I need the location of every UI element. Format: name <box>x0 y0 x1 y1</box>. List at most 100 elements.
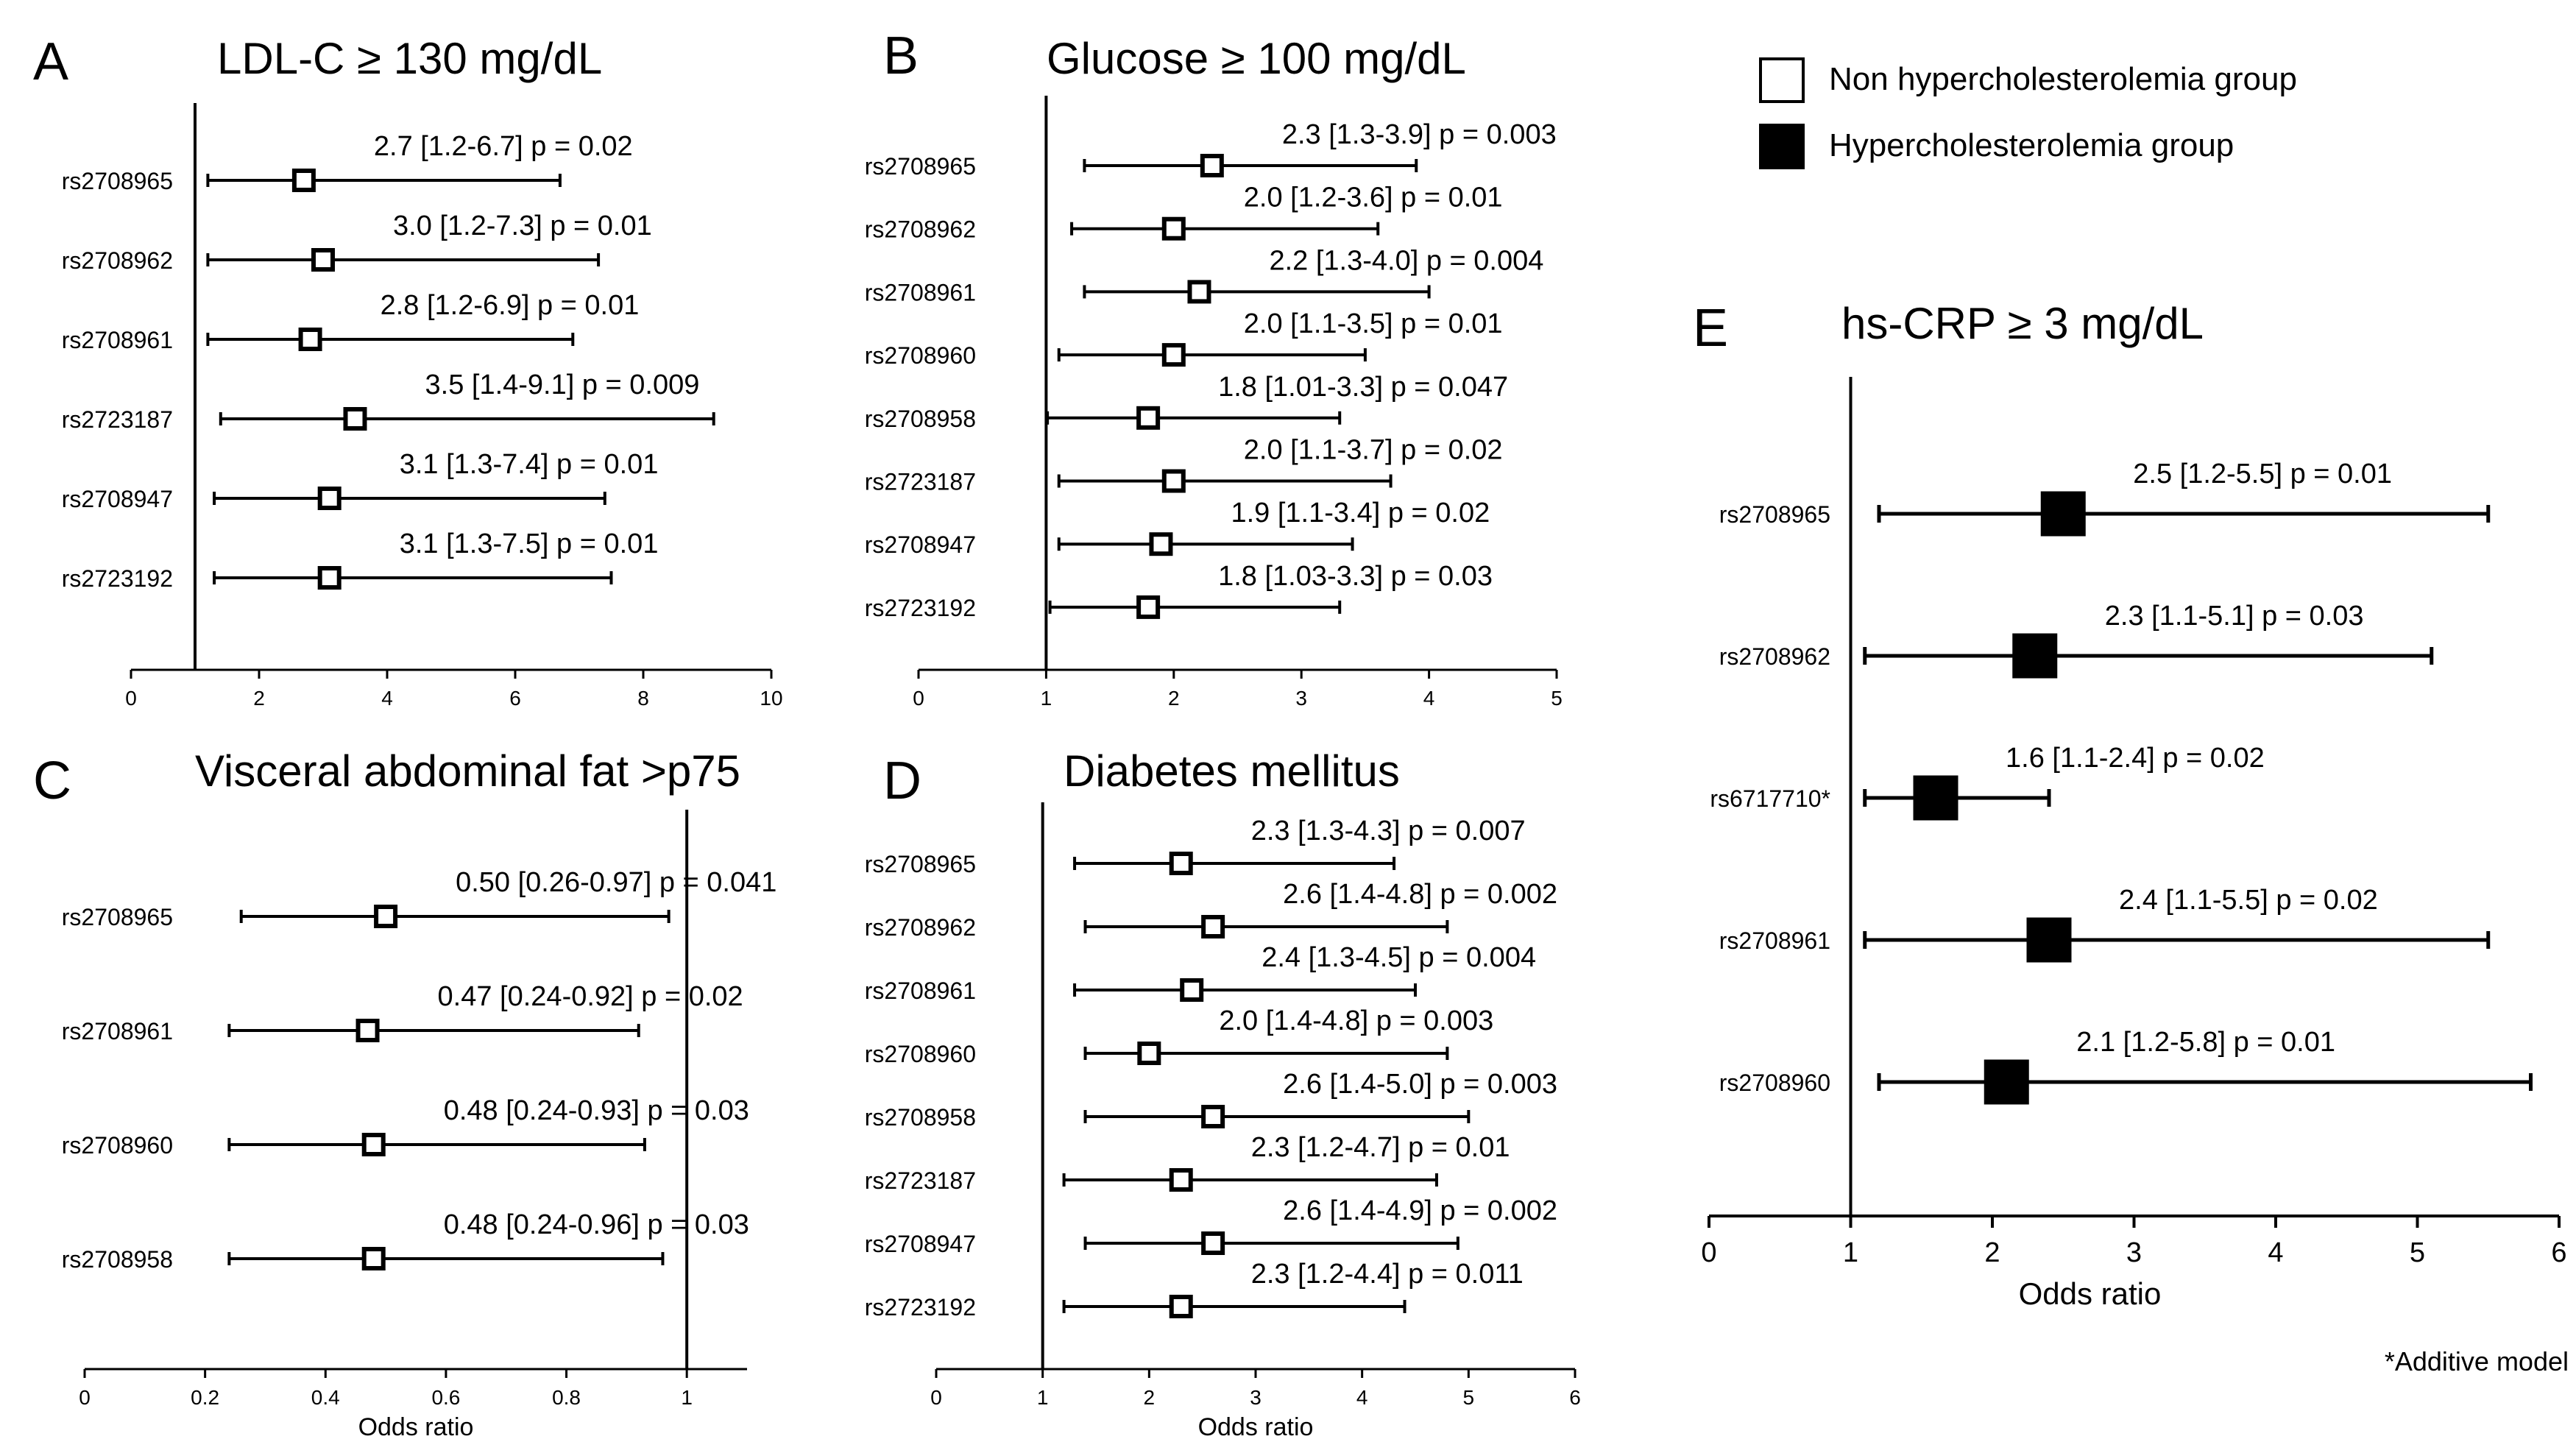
or-marker-open <box>1201 915 1225 938</box>
x-tick-label: 3 <box>1250 1386 1262 1409</box>
x-tick-label: 6 <box>2551 1237 2566 1268</box>
or-estimate-label: 0.48 [0.24-0.93] p = 0.03 <box>444 1095 749 1126</box>
or-estimate-label: 0.48 [0.24-0.96] p = 0.03 <box>444 1209 749 1240</box>
x-tick-label: 6 <box>1569 1386 1581 1409</box>
or-estimate-label: 2.4 [1.1-5.5] p = 0.02 <box>2119 885 2378 916</box>
or-marker-open <box>374 905 398 928</box>
or-marker-open <box>317 566 342 590</box>
or-marker-filled <box>1984 1059 2029 1105</box>
or-estimate-label: 2.6 [1.4-4.9] p = 0.002 <box>1283 1195 1557 1226</box>
or-marker-filled <box>2026 917 2072 963</box>
snp-label: rs2708965 <box>865 851 976 877</box>
or-marker-open <box>343 407 367 431</box>
x-tick-label: 1 <box>1037 1386 1049 1409</box>
snp-label: rs2708962 <box>865 914 976 941</box>
or-marker-open <box>1161 343 1186 367</box>
panel-letter: B <box>883 26 919 85</box>
or-estimate-label: 2.3 [1.3-3.9] p = 0.003 <box>1282 119 1557 150</box>
x-tick-label: 2 <box>1144 1386 1156 1409</box>
panel-letter: C <box>33 752 71 810</box>
x-tick-label: 3 <box>2126 1237 2142 1268</box>
or-estimate-label: 3.1 [1.3-7.5] p = 0.01 <box>400 528 659 559</box>
or-marker-open <box>1149 532 1173 556</box>
or-estimate-label: 2.8 [1.2-6.9] p = 0.01 <box>381 290 640 321</box>
or-marker-open <box>1187 280 1211 304</box>
or-estimate-label: 2.3 [1.3-4.3] p = 0.007 <box>1251 816 1526 846</box>
x-tick-label: 6 <box>509 687 521 710</box>
or-estimate-label: 2.5 [1.2-5.5] p = 0.01 <box>2133 459 2392 489</box>
x-tick-label: 5 <box>1551 687 1563 710</box>
snp-label: rs2708965 <box>1719 501 1830 528</box>
snp-label: rs2708958 <box>865 406 976 432</box>
or-estimate-label: 2.0 [1.2-3.6] p = 0.01 <box>1244 183 1503 213</box>
or-marker-open <box>1201 1105 1225 1128</box>
or-estimate-label: 1.6 [1.1-2.4] p = 0.02 <box>2006 743 2265 774</box>
or-estimate-label: 1.8 [1.03-3.3] p = 0.03 <box>1218 561 1493 592</box>
snp-label: rs2708960 <box>1719 1070 1830 1096</box>
panel-title: hs-CRP ≥ 3 mg/dL <box>1841 299 2204 348</box>
snp-label: rs2708961 <box>865 977 976 1004</box>
or-marker-open <box>311 248 335 272</box>
or-estimate-label: 1.8 [1.01-3.3] p = 0.047 <box>1218 372 1508 403</box>
x-tick-label: 0 <box>913 687 924 710</box>
x-tick-label: 0.8 <box>552 1386 581 1409</box>
or-marker-filled <box>2040 491 2086 537</box>
x-tick-label: 0 <box>1701 1237 1716 1268</box>
snp-label: rs6717710* <box>1710 785 1830 812</box>
or-marker-open <box>1136 406 1161 430</box>
or-marker-open <box>1161 216 1186 241</box>
or-marker-open <box>298 328 322 351</box>
x-tick-label: 4 <box>2268 1237 2283 1268</box>
snp-label: rs2708962 <box>1719 643 1830 670</box>
or-estimate-label: 2.0 [1.1-3.7] p = 0.02 <box>1244 435 1503 466</box>
or-estimate-label: 2.6 [1.4-4.8] p = 0.002 <box>1283 879 1557 910</box>
snp-label: rs2723187 <box>62 406 173 433</box>
x-tick-label: 2 <box>253 687 265 710</box>
or-marker-open <box>361 1247 386 1270</box>
or-estimate-label: 2.1 [1.2-5.8] p = 0.01 <box>2076 1027 2335 1058</box>
panel-title: Glucose ≥ 100 mg/dL <box>1047 34 1466 83</box>
snp-label: rs2708961 <box>865 279 976 305</box>
snp-label: rs2723192 <box>865 595 976 621</box>
snp-label: rs2723192 <box>62 565 173 592</box>
x-axis-title: Odds ratio <box>1198 1413 1314 1441</box>
or-marker-open <box>1169 852 1193 875</box>
or-estimate-label: 3.0 [1.2-7.3] p = 0.01 <box>393 211 652 241</box>
snp-label: rs2708947 <box>62 486 173 512</box>
x-tick-label: 8 <box>637 687 649 710</box>
snp-label: rs2708947 <box>865 1231 976 1257</box>
panel-letter: D <box>883 752 921 810</box>
x-tick-label: 4 <box>1356 1386 1368 1409</box>
or-estimate-label: 2.2 [1.3-4.0] p = 0.004 <box>1269 245 1543 276</box>
panel-title: Visceral abdominal fat >p75 <box>195 746 740 796</box>
or-marker-open <box>355 1019 380 1042</box>
snp-label: rs2708962 <box>62 247 173 274</box>
or-marker-open <box>1200 154 1224 177</box>
or-estimate-label: 2.6 [1.4-5.0] p = 0.003 <box>1283 1069 1557 1100</box>
panel-letter: A <box>33 32 68 91</box>
x-tick-label: 0.6 <box>431 1386 460 1409</box>
legend-open-marker <box>1759 57 1805 103</box>
panel-a-ldl-c: A LDL-C ≥ 130 mg/dL 0 2 4 6 8 10 rs2708965 2.7 [1… <box>33 32 783 710</box>
snp-label: rs2708965 <box>62 168 173 194</box>
x-axis-title: Odds ratio <box>2019 1276 2162 1311</box>
snp-label: rs2708947 <box>865 531 976 558</box>
x-tick-label: 0.2 <box>191 1386 219 1409</box>
x-tick-label: 5 <box>2410 1237 2425 1268</box>
snp-label: rs2708958 <box>865 1104 976 1131</box>
or-estimate-label: 0.47 [0.24-0.92] p = 0.02 <box>438 981 743 1012</box>
footnote: *Additive model <box>2385 1346 2569 1376</box>
or-estimate-label: 2.7 [1.2-6.7] p = 0.02 <box>374 131 633 162</box>
x-tick-label: 0.4 <box>311 1386 340 1409</box>
or-estimate-label: 2.3 [1.2-4.4] p = 0.011 <box>1251 1259 1524 1290</box>
x-tick-label: 10 <box>760 687 782 710</box>
x-tick-label: 4 <box>1423 687 1435 710</box>
snp-label: rs2708961 <box>62 1018 173 1044</box>
snp-label: rs2708958 <box>62 1246 173 1273</box>
or-marker-filled <box>2012 633 2058 679</box>
snp-label: rs2708960 <box>865 342 976 369</box>
or-marker-open <box>317 487 342 510</box>
panel-d-diabetes: D Diabetes mellitus 0 1 2 3 4 5 6 Odds ratio rs270… <box>865 746 1581 1441</box>
or-estimate-label: 1.9 [1.1-3.4] p = 0.02 <box>1231 498 1490 528</box>
